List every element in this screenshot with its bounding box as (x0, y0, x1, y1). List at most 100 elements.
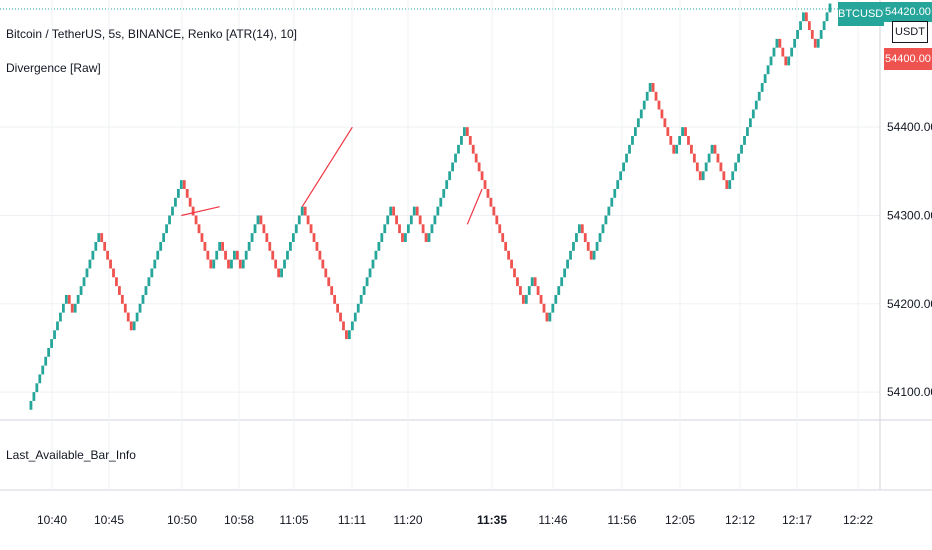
up-brick (153, 259, 157, 269)
up-brick (743, 136, 746, 145)
down-brick (483, 180, 487, 189)
up-brick (362, 286, 366, 295)
down-brick (669, 136, 673, 145)
up-brick (132, 321, 136, 331)
up-brick (775, 38, 779, 48)
time-tick-label: 11:20 (393, 513, 422, 527)
price-tick-label: 54100.00 (887, 385, 932, 399)
up-brick (159, 241, 163, 251)
up-brick (734, 162, 738, 172)
up-brick (389, 206, 393, 216)
down-brick (309, 224, 313, 234)
down-brick (398, 224, 401, 234)
up-brick (819, 30, 823, 39)
up-brick (746, 127, 749, 136)
up-brick (82, 277, 86, 287)
down-brick (129, 321, 133, 331)
down-brick (109, 259, 112, 269)
up-brick (772, 47, 776, 57)
down-brick (345, 330, 348, 340)
up-brick (793, 38, 797, 48)
down-brick (539, 294, 543, 304)
up-brick (38, 374, 42, 384)
down-brick (315, 241, 319, 251)
up-brick (790, 47, 794, 57)
up-brick (628, 144, 631, 154)
up-brick (445, 180, 449, 189)
up-brick (737, 153, 740, 163)
up-brick (648, 83, 652, 92)
up-brick (289, 241, 292, 251)
down-brick (200, 233, 204, 242)
up-brick (766, 65, 770, 75)
up-brick (174, 197, 177, 207)
currency-tag[interactable]: USDT (892, 21, 928, 43)
down-brick (327, 277, 331, 287)
up-brick (572, 241, 575, 251)
down-brick (194, 215, 198, 225)
up-brick (707, 153, 711, 163)
up-brick (141, 294, 145, 304)
down-brick (660, 109, 664, 119)
down-brick (713, 144, 717, 154)
up-brick (710, 144, 714, 154)
time-tick-label: 11:35 (477, 513, 507, 527)
down-brick (126, 312, 130, 322)
down-brick (67, 294, 71, 304)
up-brick (212, 259, 216, 269)
up-brick (598, 233, 602, 242)
prev-price-tag: 54400.00 (884, 48, 932, 70)
up-brick (404, 233, 407, 242)
up-brick (748, 118, 752, 128)
up-brick (230, 259, 233, 269)
down-brick (224, 250, 227, 260)
up-brick (88, 259, 92, 269)
lower-pane-label[interactable]: Last_Available_Bar_Info (6, 448, 136, 462)
time-tick-label: 10:50 (167, 513, 197, 527)
symbol-tag[interactable]: BTCUSDT (838, 2, 890, 26)
down-brick (421, 224, 425, 234)
time-tick-label: 10:58 (224, 513, 254, 527)
up-brick (179, 180, 183, 189)
up-brick (557, 286, 561, 295)
symbol-legend[interactable]: Bitcoin / TetherUS, 5s, BINANCE, Renko [… (6, 27, 297, 41)
up-brick (244, 250, 248, 260)
up-brick (454, 153, 457, 163)
down-brick (489, 197, 493, 207)
up-brick (760, 83, 764, 92)
up-brick (560, 277, 564, 287)
time-axis: 10:40 10:45 10:50 10:58 11:05 11:11 11:20 11:35… (37, 513, 873, 527)
up-brick (439, 197, 443, 207)
up-brick (176, 188, 180, 198)
up-brick (353, 312, 357, 322)
up-brick (548, 312, 552, 322)
down-brick (206, 250, 210, 260)
up-brick (701, 171, 705, 181)
down-brick (580, 224, 584, 234)
up-brick (554, 294, 558, 304)
up-brick (442, 188, 446, 198)
up-brick (610, 197, 614, 207)
grid-lines (0, 0, 932, 491)
down-brick (342, 321, 345, 331)
down-brick (813, 38, 817, 48)
down-brick (495, 215, 499, 225)
up-brick (218, 241, 222, 251)
up-brick (280, 268, 283, 278)
up-brick (73, 303, 77, 313)
up-brick (822, 21, 826, 31)
up-brick (527, 286, 531, 295)
up-brick (64, 294, 68, 304)
up-brick (563, 268, 567, 278)
up-brick (144, 286, 148, 295)
up-brick (604, 215, 608, 225)
down-brick (103, 241, 107, 251)
down-brick (262, 224, 266, 234)
price-tick-label: 54200.00 (887, 297, 932, 311)
up-brick (607, 206, 611, 216)
down-brick (70, 303, 74, 313)
up-brick (383, 224, 387, 234)
indicator-legend[interactable]: Divergence [Raw] (6, 61, 101, 75)
up-brick (754, 100, 758, 110)
